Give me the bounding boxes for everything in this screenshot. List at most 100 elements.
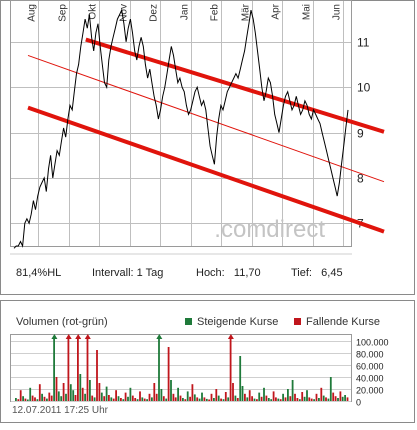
volume-bar — [189, 396, 191, 401]
volume-bar — [265, 395, 268, 401]
volume-bar — [72, 390, 75, 401]
volume-tick-label: 100.000 — [356, 338, 389, 348]
volume-overflow-marker — [65, 334, 72, 339]
volume-bar — [198, 398, 201, 401]
volume-bar — [244, 393, 246, 401]
volume-bar — [105, 386, 108, 401]
volume-chart-panel: Volumen (rot-grün) Steigende Kurse Falle… — [0, 300, 417, 425]
volume-bar — [122, 399, 125, 401]
price-tick-label: 8 — [357, 172, 364, 186]
volume-bar — [322, 395, 325, 401]
volume-bar — [146, 399, 148, 401]
volume-bar — [184, 399, 187, 401]
volume-overflow-marker — [84, 334, 91, 339]
volume-bar — [315, 393, 318, 401]
volume-bar — [186, 391, 189, 401]
volume-bar — [148, 393, 151, 401]
volume-bar — [19, 390, 22, 401]
month-label: Mai — [302, 4, 313, 20]
volume-bar — [86, 338, 89, 401]
volume-bar — [318, 398, 320, 401]
volume-bar — [310, 398, 313, 401]
volume-bar — [334, 396, 337, 401]
volume-bar — [69, 384, 72, 401]
timestamp: 12.07.2011 17:25 Uhr — [12, 405, 109, 416]
legend-falling-label: Fallende Kurse — [306, 316, 380, 328]
volume-bar — [108, 395, 110, 401]
volume-bar — [103, 396, 106, 401]
volume-bar — [217, 395, 220, 401]
volume-bar — [89, 380, 91, 401]
volume-bar — [267, 398, 270, 401]
volume-bar — [248, 390, 251, 401]
volume-bar — [327, 398, 330, 401]
volume-bar — [26, 399, 29, 401]
low-value: Tief: 6,45 — [291, 267, 343, 279]
volume-bar — [155, 393, 158, 401]
volume-bar — [48, 392, 51, 401]
volume-bar — [275, 397, 277, 401]
volume-bar — [98, 383, 101, 401]
month-label: Dez — [149, 4, 160, 22]
volume-bar — [296, 398, 299, 401]
month-label: Aug — [27, 4, 38, 22]
volume-bar — [79, 374, 82, 401]
volume-bar — [65, 393, 67, 401]
volume-bar — [124, 392, 127, 401]
volume-chart: Volumen (rot-grün) Steigende Kurse Falle… — [0, 300, 415, 423]
volume-bar — [301, 392, 304, 401]
volume-bar — [298, 399, 301, 401]
volume-bar — [256, 399, 258, 401]
volume-bar — [332, 392, 335, 401]
volume-bar — [282, 393, 284, 401]
volume-bar — [232, 383, 234, 401]
volume-bar — [258, 392, 261, 401]
volume-bar — [325, 397, 327, 401]
volume-bar — [253, 398, 256, 401]
volume-bar — [303, 396, 306, 401]
volume-bar — [120, 398, 122, 401]
volume-bar — [50, 395, 53, 401]
volume-bar — [196, 397, 199, 401]
volume-bar — [260, 396, 263, 401]
volume-bar — [141, 397, 144, 401]
volume-bar — [100, 392, 103, 401]
month-axis: Aug Sep Okt Nov Dez Jan Feb Mär Apr Mai Jun — [27, 3, 343, 21]
volume-bar — [182, 398, 184, 401]
hl-ratio: 81,4%HL — [16, 267, 61, 279]
volume-overflow-marker — [156, 334, 163, 339]
interval-label: Intervall: 1 Tag — [92, 267, 163, 279]
volume-bar — [153, 383, 156, 401]
legend-rising-swatch — [185, 318, 192, 325]
high-value: Hoch: 11,70 — [196, 267, 261, 279]
volume-bar — [329, 377, 332, 401]
volume-bar — [60, 396, 63, 401]
volume-bar — [222, 399, 225, 401]
volume-bar — [215, 389, 218, 401]
legend-falling-swatch — [294, 318, 301, 325]
volume-bar — [270, 399, 273, 401]
volume-bar — [134, 398, 137, 401]
volume-overflow-marker — [227, 334, 234, 339]
volume-bar — [203, 397, 206, 401]
trend-channel-mid-line — [27, 54, 385, 183]
volume-tick-label: 40.000 — [356, 374, 384, 384]
volume-bar — [344, 395, 346, 401]
volume-bar — [77, 338, 79, 401]
volume-bar — [112, 398, 115, 401]
volume-bar — [167, 347, 170, 401]
volume-bar — [234, 395, 237, 401]
volume-bar — [91, 395, 94, 401]
volume-bar — [346, 397, 349, 401]
volume-overflow-marker — [51, 334, 58, 339]
volume-bar — [160, 389, 163, 401]
volume-bar — [287, 389, 289, 401]
comdirect-watermark: .comdirect — [214, 216, 325, 243]
volume-bar — [162, 396, 165, 401]
volume-bar — [143, 398, 146, 401]
volume-bar — [263, 387, 265, 401]
volume-bar — [46, 398, 48, 401]
volume-bar — [193, 394, 196, 401]
volume-bar — [127, 396, 129, 401]
volume-bar — [22, 396, 24, 401]
